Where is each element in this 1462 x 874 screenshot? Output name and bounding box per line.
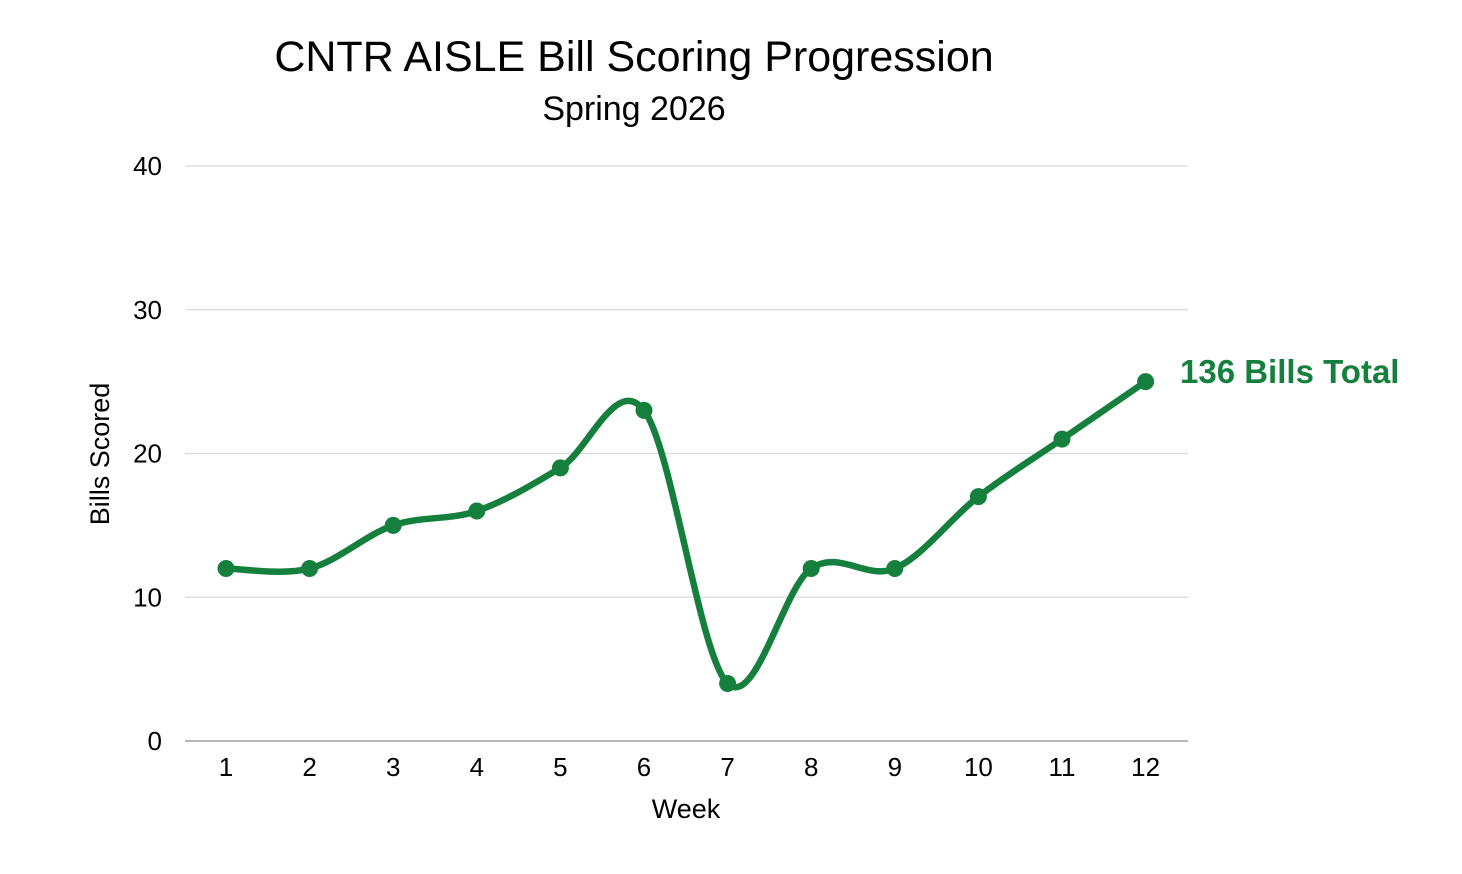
y-tick-label: 0	[148, 726, 162, 756]
x-tick-label: 8	[804, 752, 818, 782]
x-tick-label: 4	[470, 752, 484, 782]
y-axis-label: Bills Scored	[85, 383, 115, 526]
x-axis-label: Week	[652, 794, 721, 824]
x-tick-label: 5	[553, 752, 567, 782]
x-tick-label: 9	[888, 752, 902, 782]
x-tick-label: 2	[302, 752, 316, 782]
data-point-week-3	[384, 516, 402, 534]
x-tick-label: 6	[637, 752, 651, 782]
x-tick-label: 1	[219, 752, 233, 782]
series-line	[222, 378, 1149, 691]
data-point-week-11	[1053, 430, 1071, 448]
y-axis-ticks: 0 10 20 30 40	[133, 151, 162, 756]
data-point-week-1	[217, 560, 235, 577]
data-point-week-2	[301, 560, 319, 577]
x-tick-label: 7	[720, 752, 734, 782]
chart-title: CNTR AISLE Bill Scoring Progression	[274, 33, 993, 81]
data-point-week-10	[969, 488, 987, 506]
x-tick-label: 3	[386, 752, 400, 782]
data-point-week-12	[1137, 373, 1155, 391]
y-tick-label: 20	[133, 439, 162, 469]
chart-subtitle: Spring 2026	[542, 90, 725, 128]
data-series	[217, 373, 1155, 692]
y-tick-label: 10	[133, 582, 162, 612]
data-point-week-6	[635, 401, 653, 419]
y-tick-label: 30	[133, 295, 162, 325]
data-point-week-9	[886, 560, 904, 577]
data-point-week-8	[802, 560, 820, 577]
x-axis-ticks: 1 2 3 4 5 6 7 8 9 10 11 12	[219, 752, 1160, 782]
data-point-week-4	[468, 502, 486, 520]
gridlines	[185, 165, 1188, 598]
data-point-week-5	[551, 459, 569, 477]
x-tick-label: 11	[1049, 752, 1076, 782]
x-tick-label: 10	[964, 752, 993, 782]
x-tick-label: 12	[1131, 752, 1160, 782]
y-tick-label: 40	[133, 151, 162, 181]
total-annotation: 136 Bills Total	[1180, 353, 1399, 390]
data-point-week-7	[719, 675, 737, 692]
